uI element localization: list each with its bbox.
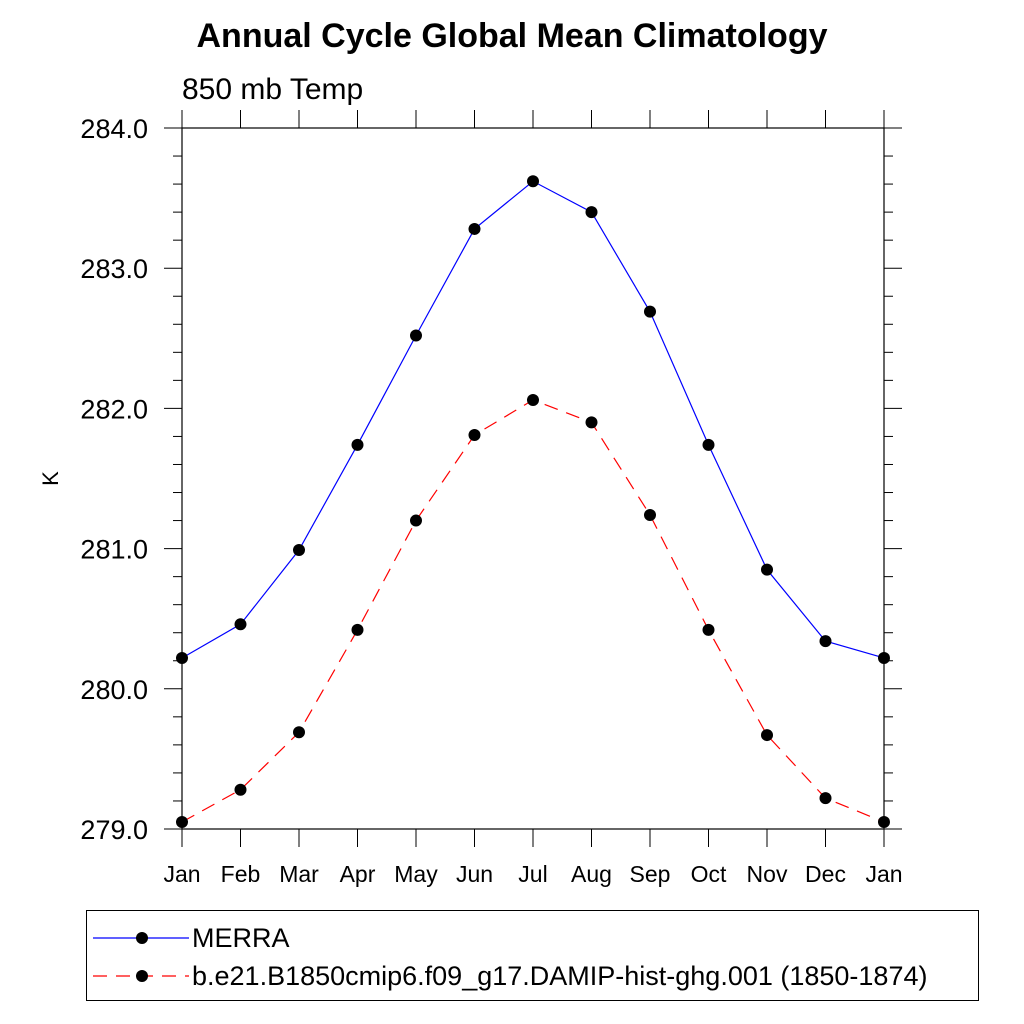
series-line-1 <box>181 180 885 659</box>
series-2-point <box>468 429 481 442</box>
series-2-point <box>819 792 832 805</box>
legend-swatch-series-1 <box>93 932 189 944</box>
plot-frame <box>181 127 885 830</box>
series-2-point <box>176 815 188 828</box>
series-1-point <box>761 563 773 576</box>
series-1-point <box>819 635 832 648</box>
series-2-point <box>702 623 715 636</box>
series-2-point <box>527 393 539 406</box>
legend: MERRA b.e21.B1850cmip6.f09_g17.DAMIP-his… <box>86 910 979 1001</box>
y-axis-label: K <box>38 471 63 486</box>
series-1-point <box>468 222 481 235</box>
series-1-point <box>410 329 422 342</box>
x-tick-label: Feb <box>221 861 261 887</box>
legend-item-series-2: b.e21.B1850cmip6.f09_g17.DAMIP-hist-ghg.… <box>87 959 977 993</box>
series-2-point <box>234 783 247 796</box>
series-2-point <box>644 508 656 521</box>
x-tick-label: May <box>394 861 438 887</box>
legend-swatch-series-2 <box>93 970 189 982</box>
y-tick-label: 281.0 <box>80 535 148 565</box>
series-1-point <box>176 651 188 664</box>
legend-label-series-1: MERRA <box>192 923 290 953</box>
x-tick-label: Apr <box>340 861 376 887</box>
x-tick-label: Jan <box>163 861 200 887</box>
y-tick-label: 280.0 <box>80 675 148 705</box>
series-1-point <box>234 618 247 631</box>
chart-subtitle: 850 mb Temp <box>182 73 364 106</box>
series-2-point <box>878 815 890 828</box>
series-2-point <box>293 726 305 739</box>
y-tick-label: 282.0 <box>80 394 148 424</box>
line-chart: 279.0 280.0 281.0 282.0 283.0 284.0 Jan Feb Mar A… <box>38 110 903 887</box>
series-2-point <box>410 514 422 527</box>
y-tick-label: 279.0 <box>80 815 148 845</box>
x-tick-label: Oct <box>691 861 727 887</box>
series-1-point <box>878 651 890 664</box>
y-tick-label: 283.0 <box>80 254 148 284</box>
x-tick-label: Sep <box>630 861 671 887</box>
series-1-point <box>351 438 364 451</box>
series-1-point <box>702 438 715 451</box>
series-1-point <box>293 544 305 557</box>
x-tick-label: Aug <box>571 861 612 887</box>
series-2-point <box>761 729 773 742</box>
x-tick-label: Jul <box>518 861 547 887</box>
x-tick-label: Mar <box>279 861 319 887</box>
series-line-2 <box>181 399 885 823</box>
series-1-point <box>527 175 539 188</box>
legend-item-series-1: MERRA <box>87 921 977 955</box>
series-2-point <box>351 623 364 636</box>
series-1-point <box>644 305 656 318</box>
x-tick-label: Jun <box>456 861 493 887</box>
x-tick-label: Jan <box>865 861 902 887</box>
y-tick-label: 284.0 <box>80 114 148 144</box>
series-2-point <box>585 416 598 429</box>
chart-title: Annual Cycle Global Mean Climatology <box>196 17 828 55</box>
x-tick-label: Dec <box>805 861 846 887</box>
x-tick-label: Nov <box>747 861 788 887</box>
series-1-point <box>585 206 598 219</box>
legend-label-series-2: b.e21.B1850cmip6.f09_g17.DAMIP-hist-ghg.… <box>192 961 928 991</box>
